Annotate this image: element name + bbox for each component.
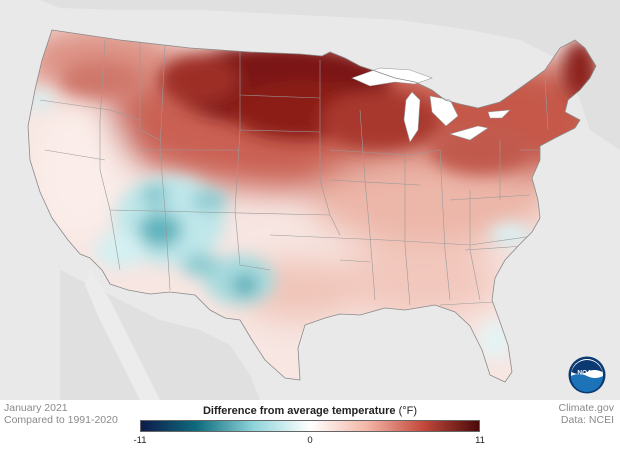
credits: Climate.gov Data: NCEI xyxy=(559,402,614,426)
map-caption: January 2021 Compared to 1991-2020 xyxy=(4,402,118,426)
noaa-logo-text: NOAA xyxy=(577,370,596,377)
legend-mid-label: 0 xyxy=(307,435,313,446)
credit-source: Climate.gov xyxy=(558,402,614,414)
legend-color-bar xyxy=(140,420,480,432)
caption-date: January 2021 xyxy=(4,402,68,414)
legend-min-label: -11 xyxy=(133,435,147,446)
legend-max-label: 11 xyxy=(475,435,485,446)
legend-title: Difference from average temperature (°F) xyxy=(140,405,480,417)
credit-data: Data: NCEI xyxy=(560,414,614,426)
temperature-anomaly-map xyxy=(27,0,620,400)
legend-title-text: Difference from average temperature xyxy=(202,405,396,417)
state-boundaries xyxy=(39,39,549,306)
caption-baseline: Compared to 1991-2020 xyxy=(4,414,118,426)
neighboring-land xyxy=(40,0,620,400)
legend-unit: (°F) xyxy=(398,405,418,417)
noaa-logo: NOAA xyxy=(568,356,606,394)
